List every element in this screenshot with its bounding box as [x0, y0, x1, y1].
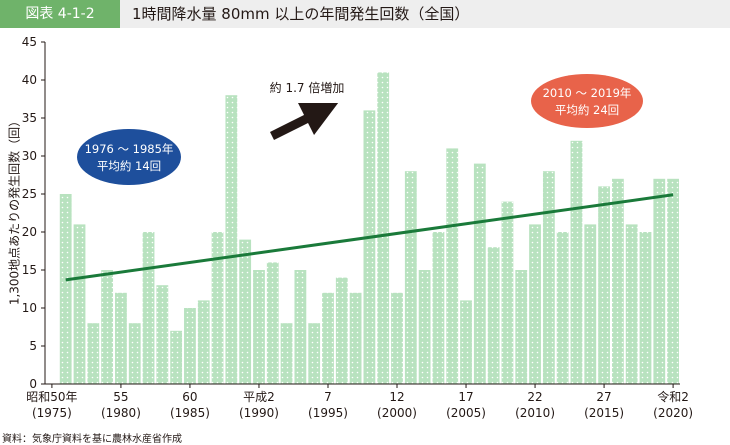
bar-1984 — [170, 330, 183, 384]
bar-1992 — [280, 323, 293, 384]
early-period-line1: 1976 ～ 1985年 — [85, 142, 174, 156]
x-tick-year-2000: (2000) — [377, 406, 417, 420]
bar-1982 — [142, 232, 155, 384]
bar-2000 — [391, 292, 403, 384]
bar-1997 — [349, 292, 362, 384]
bar-2010 — [529, 224, 541, 384]
bar-1993 — [294, 270, 307, 384]
late-period-line1: 2010 ～ 2019年 — [543, 86, 632, 100]
bar-1990 — [253, 270, 265, 384]
early-period-bubble — [77, 129, 181, 185]
x-tick-year-2005: (2005) — [446, 406, 486, 420]
x-tick-era-2020: 令和2 — [657, 389, 689, 404]
bar-2019 — [653, 178, 666, 384]
trend-line — [65, 193, 674, 282]
bar-2006 — [473, 163, 486, 384]
y-tick-label-5: 5 — [29, 339, 37, 353]
bar-1987 — [211, 232, 224, 384]
increase-arrow — [269, 102, 339, 141]
bar-1996 — [335, 277, 348, 384]
x-tick-era-2000: 12 — [389, 390, 404, 404]
y-tick-label-40: 40 — [22, 73, 37, 87]
bar-2018 — [639, 232, 652, 384]
bar-2016 — [611, 178, 624, 384]
bar-2007 — [487, 247, 500, 384]
y-tick-label-20: 20 — [22, 225, 37, 239]
bar-2012 — [556, 232, 569, 384]
bar-1998 — [363, 110, 376, 385]
bar-1988 — [225, 95, 238, 384]
bar-1981 — [128, 323, 141, 384]
bar-1983 — [156, 285, 169, 384]
x-tick-era-1995: 7 — [324, 390, 332, 404]
bar-2014 — [584, 224, 597, 384]
x-tick-era-1980: 55 — [113, 390, 128, 404]
bar-2004 — [446, 148, 459, 384]
x-tick-year-2020: (2020) — [653, 406, 693, 420]
x-tick-year-1985: (1985) — [170, 406, 210, 420]
bar-2001 — [404, 171, 417, 384]
bar-2017 — [625, 224, 638, 384]
figure-number: 図表 4-1-2 — [0, 0, 120, 28]
y-tick-label-45: 45 — [22, 35, 37, 49]
bar-2009 — [515, 270, 528, 384]
y-tick-label-30: 30 — [22, 149, 37, 163]
bar-1976 — [59, 194, 72, 384]
late-period-line2: 平均約 24回 — [555, 103, 619, 117]
bar-2013 — [570, 140, 583, 384]
bar-2002 — [418, 270, 431, 384]
x-tick-era-2015: 27 — [596, 390, 611, 404]
late-period-bubble — [531, 74, 643, 128]
bar-2008 — [501, 201, 514, 384]
bar-1991 — [266, 262, 279, 384]
bar-1978 — [87, 323, 100, 384]
bar-1989 — [239, 239, 252, 384]
bar-1995 — [322, 292, 334, 384]
bar-1977 — [73, 224, 86, 384]
y-tick-label-35: 35 — [22, 111, 37, 125]
x-tick-era-2010: 22 — [527, 390, 542, 404]
x-tick-year-2010: (2010) — [515, 406, 555, 420]
bar-2005 — [460, 300, 472, 384]
bar-1994 — [308, 323, 321, 384]
x-tick-era-1990: 平成2 — [243, 390, 275, 404]
bar-2015 — [598, 186, 610, 384]
figure-title: 1時間降水量 80mm 以上の年間発生回数（全国） — [132, 5, 470, 23]
early-period-line2: 平均約 14回 — [97, 159, 161, 173]
increase-label: 約 1.7 倍増加 — [270, 80, 345, 95]
x-tick-era-1985: 60 — [182, 390, 197, 404]
figure-header: 図表 4-1-2 1時間降水量 80mm 以上の年間発生回数（全国） — [0, 0, 730, 28]
y-tick-label-0: 0 — [29, 377, 37, 391]
y-tick-label-10: 10 — [22, 301, 37, 315]
bar-1985 — [184, 308, 196, 384]
x-tick-era-2005: 17 — [458, 390, 473, 404]
x-tick-year-2015: (2015) — [584, 406, 624, 420]
bar-2003 — [432, 232, 445, 384]
bar-1980 — [115, 292, 127, 384]
bar-1986 — [197, 300, 210, 384]
x-tick-year-1995: (1995) — [308, 406, 348, 420]
x-tick-year-1990: (1990) — [239, 406, 279, 420]
source-note: 資料：気象庁資料を基に農林水産省作成 — [2, 434, 182, 445]
bar-2011 — [542, 171, 555, 384]
bar-1999 — [377, 72, 390, 385]
x-tick-year-1980: (1980) — [101, 406, 141, 420]
x-tick-era-1975: 昭和50年 — [26, 390, 77, 404]
y-tick-label-25: 25 — [22, 187, 37, 201]
bar-1979 — [101, 270, 114, 384]
x-tick-year-1975: (1975) — [32, 406, 72, 420]
bar-2020 — [667, 178, 679, 384]
y-tick-label-15: 15 — [22, 263, 37, 277]
